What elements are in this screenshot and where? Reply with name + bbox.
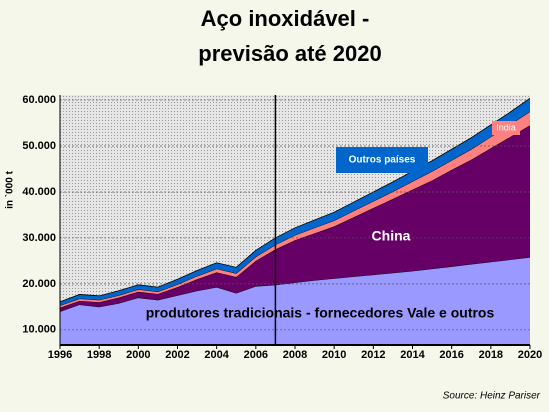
- series-label: produtores tradicionais - fornecedores V…: [146, 305, 495, 321]
- y-tick-label: 20.000: [22, 278, 56, 290]
- x-tick-label: 2016: [439, 349, 463, 361]
- chart-title: Aço inoxidável -: [201, 6, 370, 31]
- plot-area: [60, 97, 530, 345]
- x-tick-label: 2000: [126, 349, 150, 361]
- y-axis-label: in `000 t: [5, 170, 16, 208]
- x-tick-label: 2004: [204, 349, 229, 361]
- y-tick-label: 10.000: [22, 324, 56, 336]
- x-tick-label: 1998: [87, 349, 111, 361]
- chart-subtitle: previsão até 2020: [198, 41, 381, 66]
- series-label: India: [496, 122, 516, 132]
- series-label: China: [372, 228, 411, 244]
- y-tick-label: 50.000: [22, 140, 56, 152]
- x-tick-label: 2008: [283, 349, 307, 361]
- label-box: [336, 147, 428, 173]
- area: [60, 125, 530, 312]
- series-label: Outros países: [349, 155, 416, 166]
- y-tick-label: 60.000: [22, 94, 56, 106]
- area-edge: [60, 97, 530, 303]
- source: Source: Heinz Pariser: [443, 391, 541, 402]
- x-tick-label: 1996: [48, 349, 72, 361]
- y-tick-label: 40.000: [22, 186, 56, 198]
- x-tick-label: 2014: [400, 349, 425, 361]
- x-tick-label: 2012: [361, 349, 385, 361]
- x-tick-label: 2002: [165, 349, 189, 361]
- y-tick-label: 30.000: [22, 232, 56, 244]
- label-box: [492, 121, 520, 135]
- x-tick-label: 2006: [244, 349, 268, 361]
- x-tick-label: 2020: [518, 349, 542, 361]
- x-tick-label: 2018: [479, 349, 503, 361]
- x-tick-label: 2010: [322, 349, 346, 361]
- area: [60, 257, 530, 345]
